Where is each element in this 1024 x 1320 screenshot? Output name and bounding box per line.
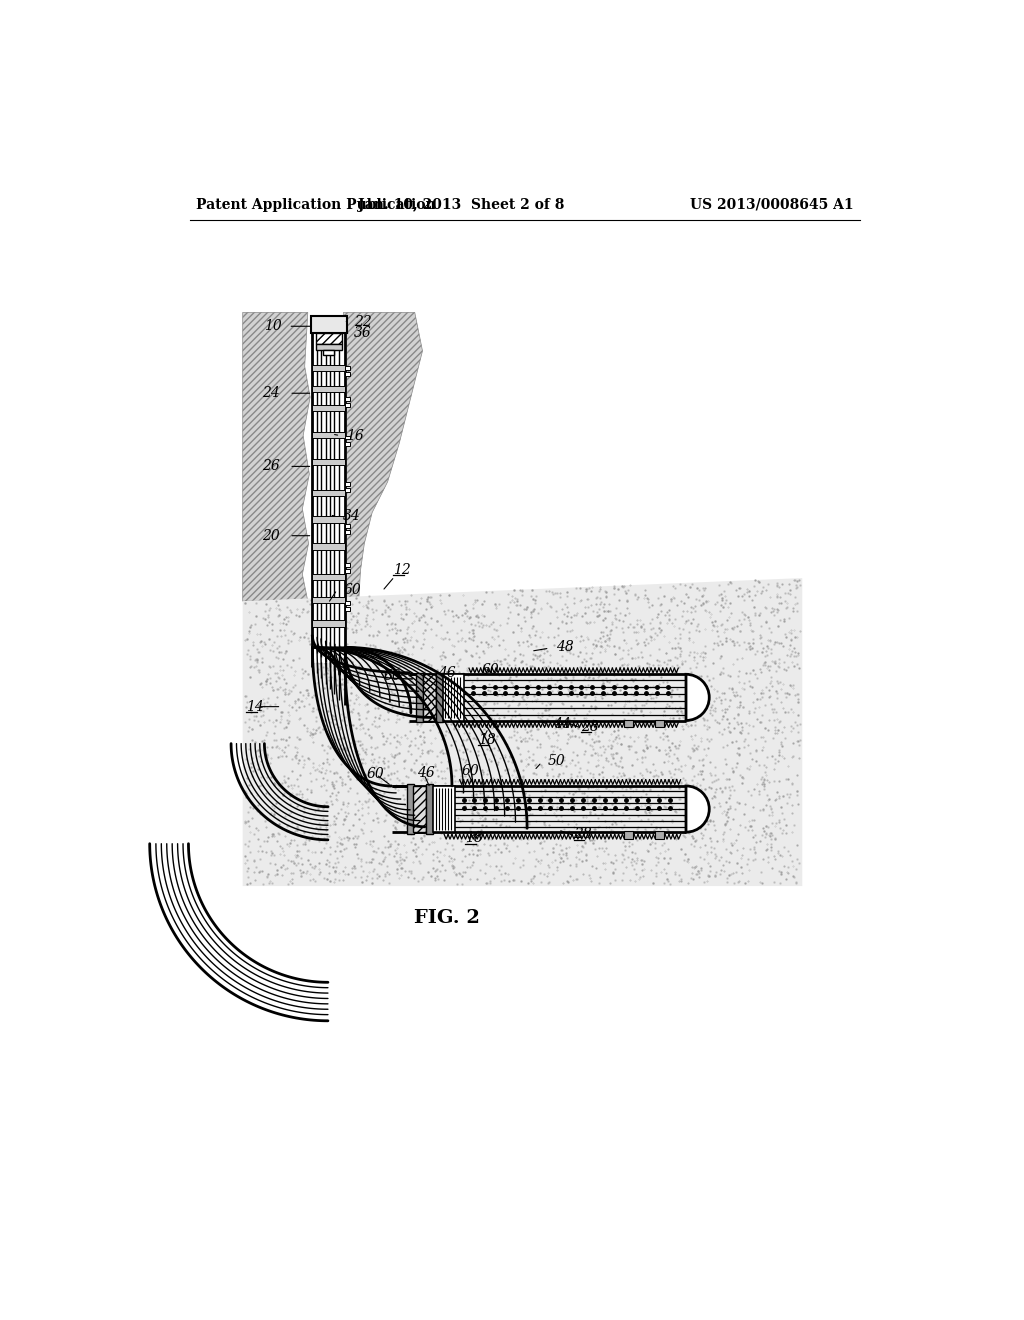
Text: 48: 48 [556, 640, 573, 653]
Bar [345, 404, 349, 407]
Text: 28: 28 [581, 719, 598, 734]
Text: 44: 44 [553, 717, 570, 731]
Bar [312, 405, 345, 411]
Bar [407, 784, 414, 834]
Bar [345, 482, 349, 486]
Bar [345, 372, 349, 376]
Wedge shape [686, 675, 710, 721]
Bar [655, 832, 665, 840]
Bar [345, 436, 349, 440]
Polygon shape [343, 313, 423, 597]
Text: 14: 14 [246, 700, 263, 714]
Bar [345, 397, 349, 401]
Bar [324, 350, 334, 355]
Text: 24: 24 [262, 387, 280, 400]
Bar [345, 367, 349, 370]
Bar [345, 601, 349, 605]
Text: 20: 20 [262, 529, 280, 543]
Bar [624, 832, 633, 840]
Text: Patent Application Publication: Patent Application Publication [197, 198, 436, 211]
Bar [345, 531, 349, 535]
Bar [426, 784, 433, 834]
Bar [312, 459, 345, 465]
Bar [315, 333, 342, 345]
Bar [624, 719, 633, 727]
Text: 60: 60 [461, 763, 479, 777]
Bar [417, 673, 423, 722]
Text: FIG. 2: FIG. 2 [415, 908, 480, 927]
Bar [312, 516, 345, 523]
Bar [414, 785, 426, 832]
Bar [345, 442, 349, 446]
Text: 12: 12 [393, 562, 411, 577]
Text: US 2013/0008645 A1: US 2013/0008645 A1 [690, 198, 853, 211]
Bar [312, 544, 345, 549]
Text: 18: 18 [478, 733, 496, 747]
Bar [345, 562, 349, 566]
Text: 60: 60 [343, 582, 361, 597]
Polygon shape [243, 313, 310, 601]
Bar [312, 385, 345, 392]
Text: 46: 46 [417, 766, 435, 780]
Bar [655, 719, 665, 727]
Bar [312, 432, 345, 438]
Bar [312, 597, 345, 603]
Text: 22: 22 [354, 314, 372, 329]
Text: 28: 28 [573, 828, 592, 841]
Bar [433, 785, 455, 832]
Bar [442, 675, 464, 721]
Text: 10: 10 [263, 319, 282, 333]
Text: 50: 50 [548, 754, 566, 767]
Polygon shape [243, 578, 802, 886]
Bar [315, 345, 342, 350]
Wedge shape [686, 785, 710, 832]
Bar [312, 317, 346, 663]
Bar [312, 574, 345, 581]
Text: 60: 60 [384, 669, 401, 682]
Text: 16: 16 [346, 429, 364, 442]
Bar [423, 675, 435, 721]
Bar [345, 569, 349, 573]
Bar [345, 524, 349, 528]
Text: 46: 46 [438, 665, 456, 680]
Bar [435, 673, 442, 722]
Text: 36: 36 [354, 326, 372, 341]
Text: 60: 60 [481, 663, 499, 677]
Text: 34: 34 [343, 510, 360, 524]
Bar [345, 607, 349, 611]
Bar [312, 364, 345, 371]
Text: 18: 18 [465, 832, 483, 845]
Text: 26: 26 [262, 459, 280, 474]
Bar [312, 490, 345, 495]
Bar [312, 620, 345, 627]
Text: Jan. 10, 2013  Sheet 2 of 8: Jan. 10, 2013 Sheet 2 of 8 [358, 198, 564, 211]
Text: 60: 60 [367, 767, 384, 781]
Bar [345, 488, 349, 492]
Bar [311, 317, 346, 333]
